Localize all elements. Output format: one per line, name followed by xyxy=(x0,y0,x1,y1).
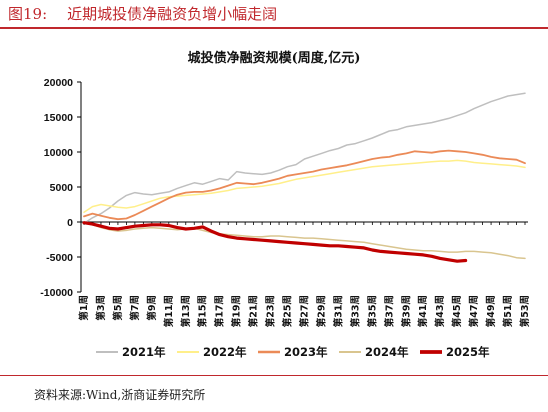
x-tick-label: 第27周 xyxy=(299,295,311,327)
y-tick-label: -10000 xyxy=(40,287,73,299)
x-tick-label: 第21周 xyxy=(248,295,260,327)
x-tick-label: 第37周 xyxy=(383,295,395,327)
x-tick-label: 第23周 xyxy=(265,295,277,327)
x-tick-label: 第31周 xyxy=(332,295,344,327)
series-line-2021年 xyxy=(83,92,526,225)
title-divider xyxy=(0,27,548,29)
series-line-2024年 xyxy=(83,221,526,260)
y-tick-label: 20000 xyxy=(44,77,73,89)
figure-number: 图19: xyxy=(8,5,48,23)
y-tick-label: 5000 xyxy=(50,182,74,194)
series-line-2022年 xyxy=(83,159,526,213)
legend-label: 2024年 xyxy=(365,345,409,359)
x-tick-label: 第11周 xyxy=(163,295,175,327)
chart-title: 城投债净融资规模(周度,亿元) xyxy=(187,51,361,66)
x-tick-label: 第5周 xyxy=(112,295,124,321)
y-tick-label: -5000 xyxy=(46,252,73,264)
legend-label: 2023年 xyxy=(284,345,328,359)
x-tick-label: 第49周 xyxy=(485,295,497,327)
x-tick-label: 第47周 xyxy=(468,295,480,327)
x-tick-label: 第1周 xyxy=(78,295,90,321)
legend-label: 2025年 xyxy=(446,345,490,359)
x-tick-label: 第53周 xyxy=(519,295,531,327)
legend: 2021年 2022年 2023年 2024年 2025年 xyxy=(96,345,490,359)
y-tick-label: 15000 xyxy=(44,112,73,124)
legend-label: 2021年 xyxy=(122,345,166,359)
x-tick-label: 第3周 xyxy=(95,295,107,321)
x-tick-label: 第9周 xyxy=(146,295,158,321)
x-tick-label: 第35周 xyxy=(366,295,378,327)
y-axis: -10000 -5000 0 5000 10000 15000 20000 xyxy=(40,77,82,299)
x-tick-label: 第45周 xyxy=(451,295,463,327)
x-tick-label: 第29周 xyxy=(315,295,327,327)
source-divider xyxy=(0,375,548,376)
x-tick-label: 第39周 xyxy=(400,295,412,327)
x-axis: 第1周 第3周 第5周 第7周 第9周 第11周 第13周 第15周 第17周 第19周 第21周第… xyxy=(78,221,531,327)
x-tick-label: 第25周 xyxy=(282,295,294,327)
source-note: 资料来源:Wind,浙商证券研究所 xyxy=(34,388,206,402)
x-tick-label: 第17周 xyxy=(214,295,226,327)
figure-title: 图19: 近期城投债净融资负增小幅走阔 xyxy=(8,3,277,24)
x-tick-label: 第33周 xyxy=(349,295,361,327)
x-tick-label: 第19周 xyxy=(231,295,243,327)
x-tick-label: 第51周 xyxy=(502,295,514,327)
series-line-2023年 xyxy=(83,149,526,221)
x-tick-label: 第13周 xyxy=(180,295,192,327)
x-tick-label: 第43周 xyxy=(434,295,446,327)
x-tick-label: 第7周 xyxy=(129,295,141,321)
x-tick-label: 第15周 xyxy=(197,295,209,327)
figure-title-text: 近期城投债净融资负增小幅走阔 xyxy=(67,5,278,23)
legend-label: 2022年 xyxy=(203,345,247,359)
y-tick-label: 10000 xyxy=(44,147,73,159)
y-tick-label: 0 xyxy=(67,217,73,229)
series-line-2025年 xyxy=(82,221,468,263)
series-lines xyxy=(82,92,526,263)
x-tick-label: 第41周 xyxy=(417,295,429,327)
